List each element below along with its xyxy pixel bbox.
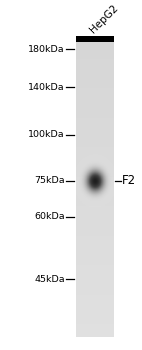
- Text: 180kDa: 180kDa: [28, 45, 65, 54]
- Text: F2: F2: [122, 174, 136, 187]
- Text: 100kDa: 100kDa: [28, 130, 65, 139]
- Text: 75kDa: 75kDa: [34, 176, 65, 185]
- Bar: [76, 36, 114, 42]
- Bar: [76, 36, 114, 337]
- Text: HepG2: HepG2: [88, 2, 121, 35]
- Text: 45kDa: 45kDa: [34, 275, 65, 284]
- Text: 60kDa: 60kDa: [34, 212, 65, 222]
- Text: 140kDa: 140kDa: [28, 83, 65, 92]
